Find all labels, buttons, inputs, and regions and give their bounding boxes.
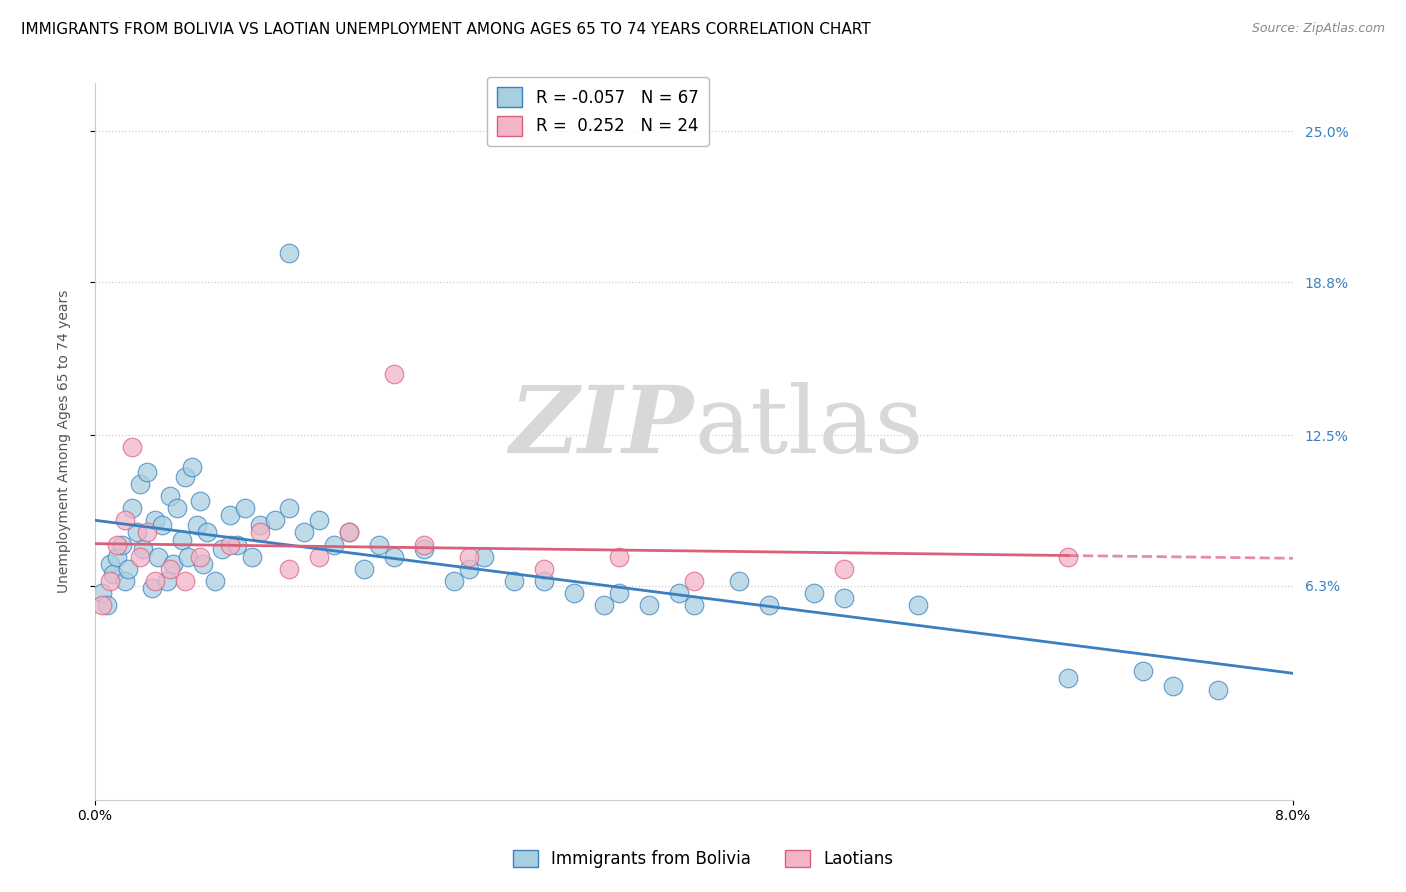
Point (907, 599, 929, 613)
Point (323, 538, 346, 552)
Point (337, 525, 360, 540)
Point (98, 557, 121, 571)
Point (191, 557, 214, 571)
Point (128, 476, 150, 491)
Point (413, 542, 436, 557)
Point (368, 538, 391, 552)
Point (195, 525, 218, 540)
Point (382, 549, 405, 564)
Point (472, 549, 495, 564)
Point (278, 562, 301, 576)
Point (186, 518, 208, 533)
Point (121, 441, 143, 455)
Point (121, 501, 143, 516)
Point (176, 549, 198, 564)
Point (607, 586, 630, 600)
Point (114, 574, 136, 588)
Point (96, 599, 118, 613)
Point (125, 525, 148, 540)
Point (143, 513, 166, 527)
Point (832, 591, 855, 605)
Point (353, 562, 375, 576)
Point (91, 586, 114, 600)
Point (188, 493, 211, 508)
Point (308, 549, 330, 564)
Point (832, 562, 855, 576)
Point (132, 542, 155, 557)
Legend: Immigrants from Bolivia, Laotians: Immigrants from Bolivia, Laotians (506, 843, 900, 875)
Point (136, 525, 159, 540)
Point (593, 599, 616, 613)
Point (1057, 671, 1080, 685)
Point (173, 469, 195, 483)
Point (218, 538, 240, 552)
Point (413, 538, 436, 552)
Point (98, 574, 121, 588)
Point (162, 557, 184, 571)
Point (146, 549, 169, 564)
Point (181, 459, 204, 474)
Point (150, 518, 173, 533)
Point (278, 246, 301, 260)
Point (533, 562, 555, 576)
Point (607, 549, 630, 564)
Point (105, 538, 128, 552)
Point (1206, 683, 1229, 698)
Point (211, 542, 233, 557)
Point (1057, 549, 1080, 564)
Point (803, 586, 825, 600)
Point (226, 538, 249, 552)
Point (159, 489, 181, 503)
Point (218, 508, 240, 523)
Point (91, 599, 114, 613)
Point (294, 525, 316, 540)
Point (682, 574, 704, 588)
Point (727, 574, 749, 588)
Point (458, 549, 481, 564)
Text: IMMIGRANTS FROM BOLIVIA VS LAOTIAN UNEMPLOYMENT AMONG AGES 65 TO 74 YEARS CORREL: IMMIGRANTS FROM BOLIVIA VS LAOTIAN UNEMP… (21, 22, 870, 37)
Point (382, 368, 405, 382)
Point (117, 562, 139, 576)
Point (111, 538, 134, 552)
Text: ZIP: ZIP (509, 382, 693, 472)
Point (128, 549, 150, 564)
Point (204, 574, 226, 588)
Point (443, 574, 465, 588)
Point (249, 518, 271, 533)
Point (533, 574, 555, 588)
Point (263, 513, 285, 527)
Point (114, 513, 136, 527)
Point (758, 599, 780, 613)
Legend: R = -0.057   N = 67, R =  0.252   N = 24: R = -0.057 N = 67, R = 0.252 N = 24 (488, 77, 709, 145)
Y-axis label: Unemployment Among Ages 65 to 74 years: Unemployment Among Ages 65 to 74 years (58, 290, 72, 593)
Point (337, 525, 360, 540)
Point (166, 501, 188, 516)
Point (682, 599, 704, 613)
Point (458, 562, 481, 576)
Text: Source: ZipAtlas.com: Source: ZipAtlas.com (1251, 22, 1385, 36)
Point (1161, 679, 1184, 693)
Point (170, 533, 193, 547)
Point (159, 562, 181, 576)
Point (1132, 664, 1154, 678)
Point (143, 574, 166, 588)
Point (562, 586, 585, 600)
Point (141, 582, 163, 596)
Point (278, 501, 301, 516)
Point (233, 501, 256, 516)
Point (136, 465, 159, 479)
Point (240, 549, 263, 564)
Point (173, 574, 195, 588)
Point (308, 513, 330, 527)
Point (188, 549, 211, 564)
Point (668, 586, 690, 600)
Point (156, 574, 179, 588)
Text: atlas: atlas (693, 382, 924, 472)
Point (503, 574, 526, 588)
Point (249, 525, 271, 540)
Point (105, 549, 128, 564)
Point (638, 599, 661, 613)
Point (101, 566, 124, 581)
